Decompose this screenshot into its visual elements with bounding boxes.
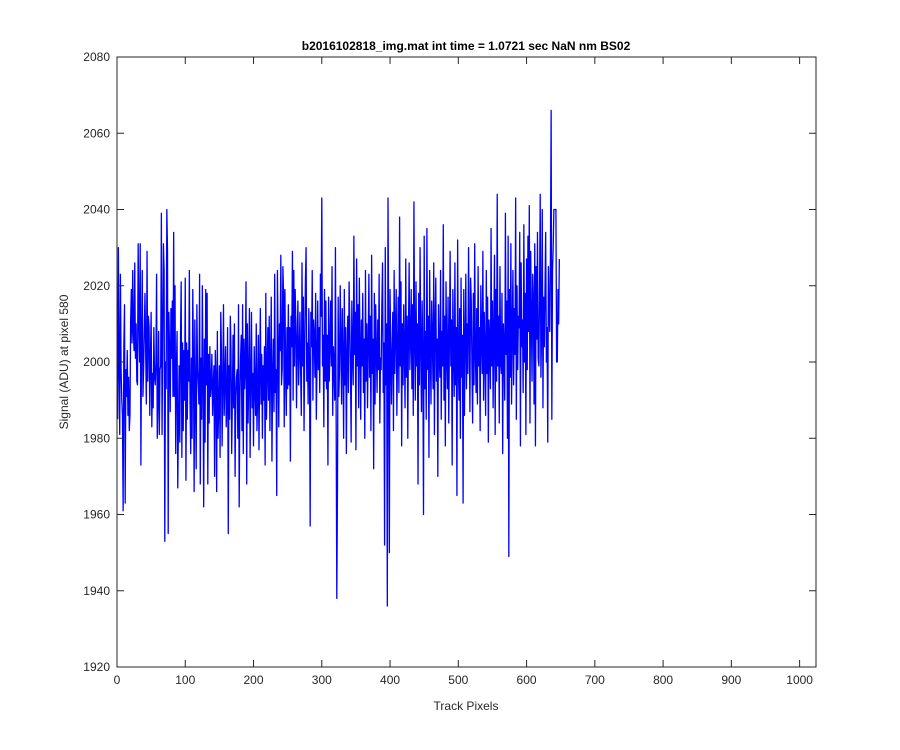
x-ticks: 0 100 200 300 400 500 600 700 800 900 1000: [114, 57, 813, 687]
y-tick-label-1920: 1920: [83, 660, 110, 674]
x-tick-label-900: 900: [721, 673, 741, 687]
x-tick-label-100: 100: [175, 673, 195, 687]
y-tick-label-2080: 2080: [83, 50, 110, 64]
x-tick-label-700: 700: [585, 673, 605, 687]
x-tick-label-400: 400: [380, 673, 400, 687]
series-layer: [117, 109, 560, 607]
y-axis-label: Signal (ADU) at pixel 580: [57, 294, 71, 429]
x-tick-label-200: 200: [244, 673, 264, 687]
chart-title: b2016102818_img.mat int time = 1.0721 se…: [302, 39, 631, 53]
x-axis-label: Track Pixels: [434, 699, 499, 713]
y-tick-label-2020: 2020: [83, 279, 110, 293]
y-tick-label-1940: 1940: [83, 584, 110, 598]
x-tick-label-1000: 1000: [786, 673, 813, 687]
y-tick-label-2060: 2060: [83, 126, 110, 140]
series-line-0: [117, 109, 560, 607]
y-tick-label-2000: 2000: [83, 355, 110, 369]
x-tick-label-800: 800: [653, 673, 673, 687]
x-tick-label-300: 300: [312, 673, 332, 687]
y-tick-label-1960: 1960: [83, 508, 110, 522]
x-tick-label-0: 0: [114, 673, 121, 687]
y-tick-label-1980: 1980: [83, 431, 110, 445]
x-tick-label-600: 600: [517, 673, 537, 687]
y-ticks: 1920 1940 1960 1980 2000 2020 2040 2060 2080: [83, 50, 816, 674]
x-tick-label-500: 500: [448, 673, 468, 687]
y-tick-label-2040: 2040: [83, 203, 110, 217]
